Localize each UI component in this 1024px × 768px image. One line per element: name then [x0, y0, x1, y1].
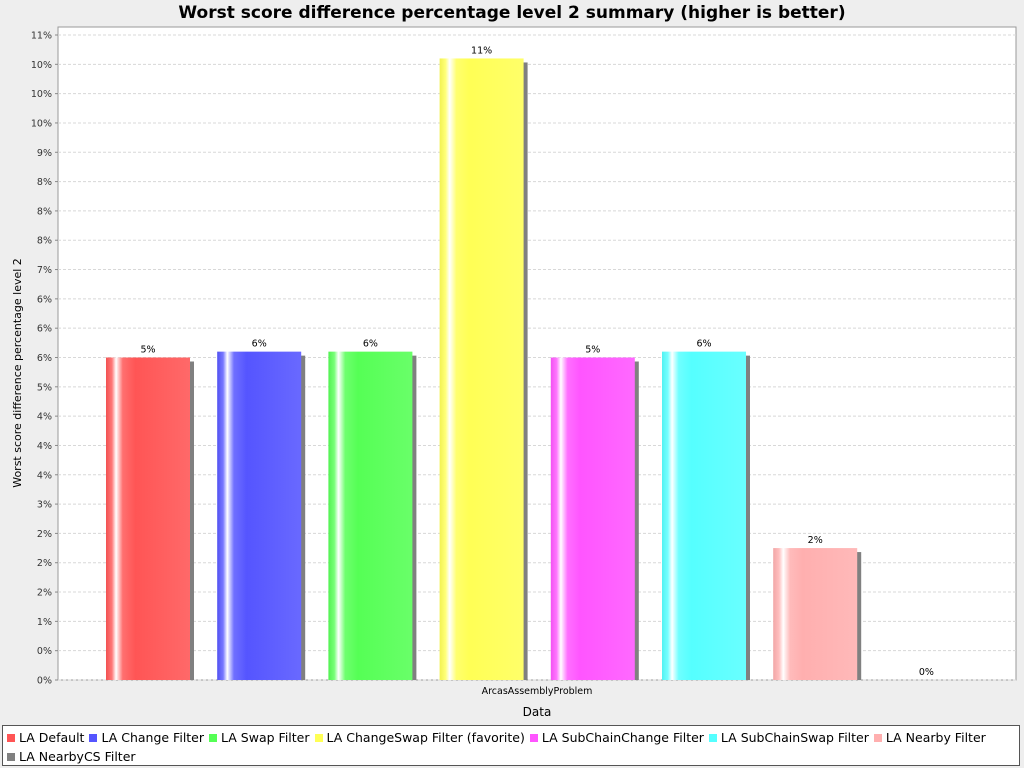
- plot-area: [57, 26, 1017, 681]
- data-label: 2%: [808, 535, 823, 546]
- data-labels: 5% 6% 6% 11% 5% 6% 2% 0%: [140, 45, 933, 678]
- legend-item: LA SubChainSwap Filter: [708, 728, 869, 747]
- y-tick-label: 8%: [37, 177, 52, 188]
- legend-swatch: [708, 733, 717, 742]
- bar-la-changeswap-filter-favorite: [439, 58, 524, 681]
- y-axis-label: Worst score difference percentage level …: [11, 258, 24, 488]
- legend-label: LA ChangeSwap Filter (favorite): [326, 730, 525, 745]
- legend-item: LA Default: [7, 728, 84, 747]
- y-tick-label: 4%: [37, 441, 52, 452]
- data-label: 6%: [363, 339, 378, 350]
- y-tick-label: 2%: [37, 588, 52, 599]
- y-tick-label: 7%: [37, 265, 52, 276]
- y-tick-label: 4%: [37, 470, 52, 481]
- legend-swatch: [89, 733, 98, 742]
- legend-item: LA Change Filter: [89, 728, 204, 747]
- y-tick-label: 8%: [37, 236, 52, 247]
- y-tick-label: 1%: [37, 617, 52, 628]
- y-tick-label: 0%: [37, 676, 52, 687]
- bar-la-change-filter: [217, 351, 302, 680]
- y-tick-label: 10%: [31, 118, 52, 129]
- y-tick-label: 10%: [31, 60, 52, 71]
- legend-label: LA Nearby Filter: [885, 730, 986, 745]
- legend-item: LA SubChainChange Filter: [529, 728, 704, 747]
- data-label: 11%: [471, 45, 492, 56]
- y-tick-label: 5%: [37, 382, 52, 393]
- bar-la-nearby-filter: [773, 548, 858, 680]
- bar-la-subchainswap-filter: [662, 351, 746, 680]
- legend-label: LA NearbyCS Filter: [19, 749, 136, 764]
- x-axis-label: Data: [523, 705, 552, 719]
- legend-item: LA Swap Filter: [209, 728, 310, 747]
- data-label: 5%: [585, 345, 600, 356]
- chart-title: Worst score difference percentage level …: [178, 3, 845, 23]
- y-tick-label: 2%: [37, 529, 52, 540]
- legend-label: LA Change Filter: [101, 730, 205, 745]
- y-tick-label: 6%: [37, 353, 52, 364]
- y-tick-label: 3%: [37, 500, 52, 511]
- data-label: 0%: [919, 667, 934, 678]
- legend-swatch: [209, 733, 218, 742]
- y-tick-label: 4%: [37, 412, 52, 423]
- y-tick-label: 10%: [31, 89, 52, 100]
- y-tick-label: 9%: [37, 148, 52, 159]
- legend-swatch: [7, 733, 15, 742]
- y-tick-label: 11%: [31, 31, 52, 42]
- y-tick-label: 2%: [37, 558, 52, 569]
- chart: Worst score difference percentage level …: [11, 3, 1017, 719]
- legend: LA Default LA Change Filter LA Swap Filter…: [2, 725, 1020, 766]
- legend-item: LA NearbyCS Filter: [7, 747, 136, 766]
- data-label: 5%: [140, 345, 155, 356]
- bars: [106, 58, 862, 681]
- legend-label: LA SubChainChange Filter: [541, 730, 704, 745]
- legend-swatch: [314, 733, 323, 742]
- y-tick-label: 0%: [37, 646, 52, 657]
- y-tick-label: 8%: [37, 206, 52, 217]
- legend-label: LA SubChainSwap Filter: [720, 730, 869, 745]
- legend-item: LA ChangeSwap Filter (favorite): [314, 728, 525, 747]
- y-axis-ticks: 0% 0% 1% 2% 2% 2% 3% 4% 4% 4% 5% 6% 6% 6% 7% 8% 8% 8% 9% 10…: [31, 31, 58, 687]
- bar-la-swap-filter: [328, 351, 413, 680]
- legend-swatch: [529, 733, 538, 742]
- bar-la-default: [106, 357, 190, 680]
- bar-la-subchainchange-filter: [550, 357, 635, 680]
- legend-item: LA Nearby Filter: [873, 728, 986, 747]
- data-label: 6%: [252, 339, 267, 350]
- legend-label: LA Swap Filter: [221, 730, 310, 745]
- legend-swatch: [7, 752, 15, 761]
- category-label: ArcasAssemblyProblem: [482, 686, 593, 697]
- legend-label: LA Default: [19, 730, 85, 745]
- y-tick-label: 6%: [37, 324, 52, 335]
- y-tick-label: 6%: [37, 294, 52, 305]
- legend-swatch: [873, 733, 882, 742]
- data-label: 6%: [696, 339, 711, 350]
